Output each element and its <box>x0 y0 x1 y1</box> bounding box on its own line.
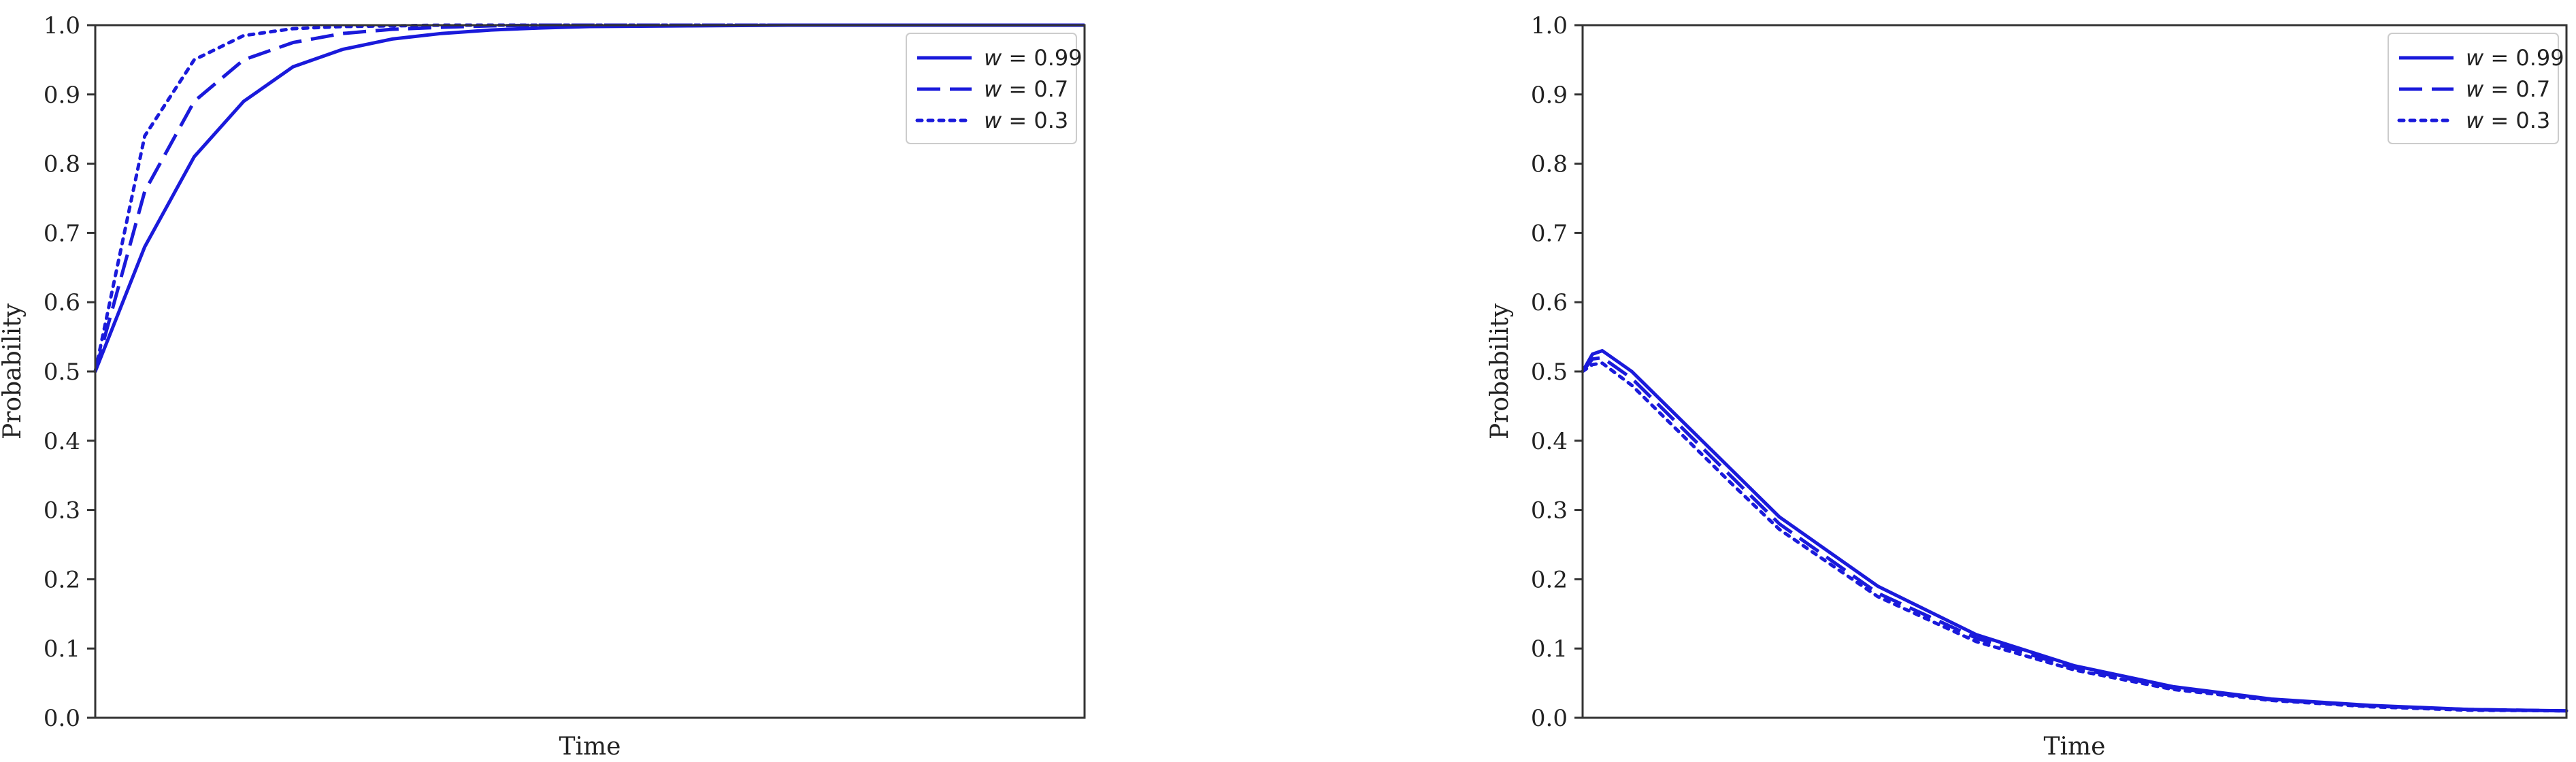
legend-variable: w <box>984 76 1002 102</box>
y-tick-label: 0.6 <box>1531 289 1568 316</box>
chart-panel-1: 0.0 0.1 0.2 0.3 0.4 0.5 0.6 0.7 0.8 0.9 1.0 Time Pro… <box>0 12 1087 761</box>
y-tick-label: 0.2 <box>44 566 80 593</box>
legend-label: w = 0.99 <box>2466 45 2564 71</box>
y-tick-label: 0.3 <box>44 497 80 525</box>
series-line-dashed <box>1581 356 2567 713</box>
legend-value: = 0.99 <box>1002 45 1082 71</box>
y-tick-label: 0.9 <box>1531 82 1568 109</box>
x-axis-label: Time <box>2044 733 2106 761</box>
legend-label: w = 0.3 <box>984 107 1068 133</box>
legend-label: w = 0.3 <box>2466 107 2550 133</box>
legend-value: = 0.3 <box>1002 107 1068 133</box>
y-tick-label: 0.4 <box>1531 428 1568 455</box>
legend-variable: w <box>984 107 1002 133</box>
legend-value: = 0.3 <box>2483 107 2550 133</box>
legend-box <box>906 33 1077 144</box>
chart-panel-2: 0.0 0.1 0.2 0.3 0.4 0.5 0.6 0.7 0.8 0.9 1.0 Time Pro… <box>1486 12 2569 761</box>
y-tick-label: 0.1 <box>1531 635 1568 663</box>
legend-variable: w <box>2466 45 2484 71</box>
y-tick-label: 0.0 <box>1531 705 1568 732</box>
legend-value: = 0.7 <box>1002 76 1068 102</box>
y-tick-label: 0.5 <box>44 359 80 386</box>
y-tick-label: 0.9 <box>44 82 80 109</box>
y-tick-label: 0.5 <box>1531 359 1568 386</box>
y-tick-label: 1.0 <box>1531 12 1568 39</box>
y-axis-label: Probability <box>1486 303 1514 440</box>
legend-label: w = 0.7 <box>984 76 1068 102</box>
y-tick-label: 1.0 <box>44 12 80 39</box>
y-tick-label: 0.2 <box>1531 566 1568 593</box>
x-axis-label: Time <box>559 733 621 761</box>
y-tick-label: 0.6 <box>44 289 80 316</box>
legend-box <box>2388 33 2559 144</box>
y-tick-label: 0.1 <box>44 635 80 663</box>
y-tick-label: 0.8 <box>1531 151 1568 178</box>
y-tick-label: 0.4 <box>44 428 80 455</box>
legend-variable: w <box>2466 76 2484 102</box>
y-tick-label: 0.3 <box>1531 497 1568 525</box>
legend-label: w = 0.99 <box>984 45 1083 71</box>
series-line-dotted <box>1581 361 2569 713</box>
y-axis-label: Probability <box>0 303 27 440</box>
legend-variable: w <box>984 45 1002 71</box>
y-tick-label: 0.0 <box>44 705 80 732</box>
series-line-solid <box>1581 349 2567 713</box>
legend-variable: w <box>2466 107 2484 133</box>
y-tick-label: 0.8 <box>44 151 80 178</box>
legend-label: w = 0.7 <box>2466 76 2550 102</box>
y-tick-label: 0.7 <box>44 220 80 247</box>
legend-value: = 0.7 <box>2483 76 2550 102</box>
legend-value: = 0.99 <box>2483 45 2564 71</box>
y-tick-label: 0.7 <box>1531 220 1568 247</box>
